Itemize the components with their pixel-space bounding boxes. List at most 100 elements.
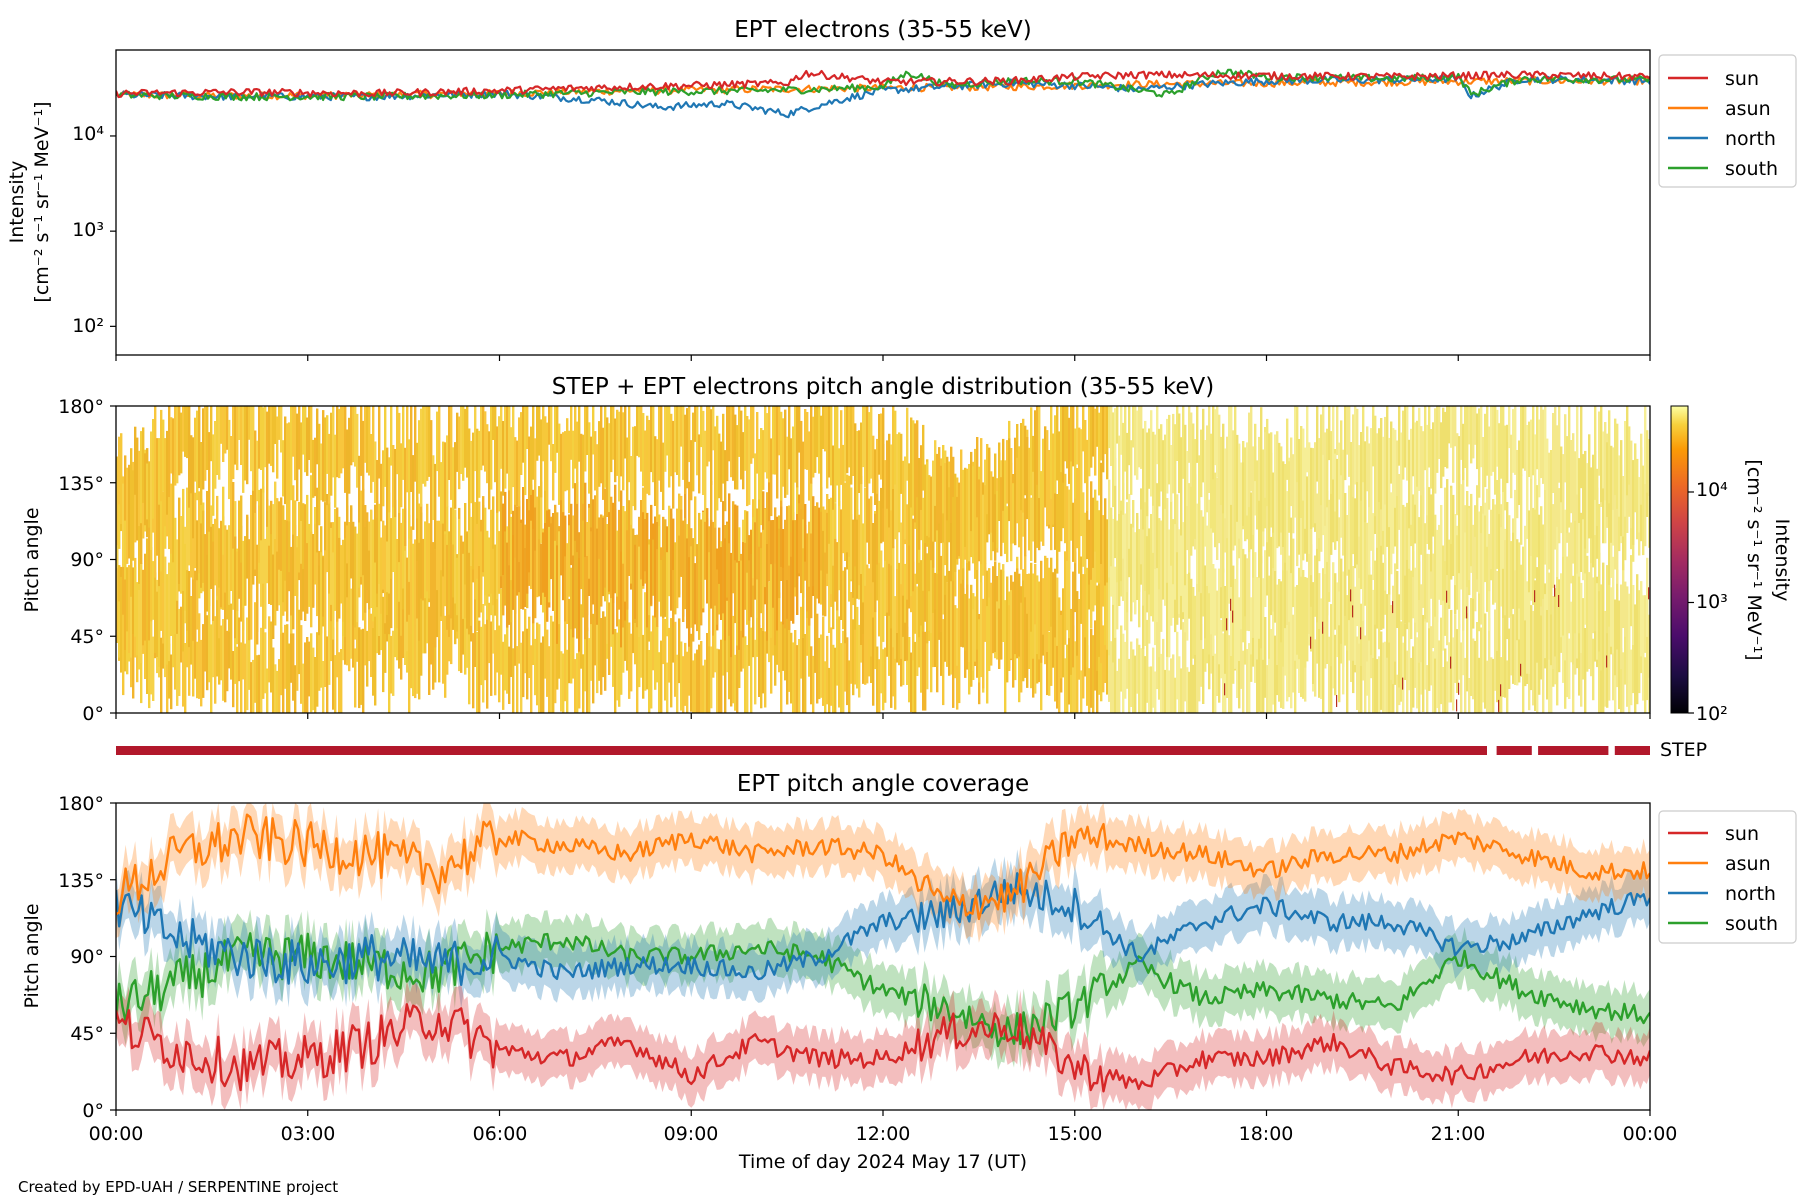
heatmap-cell xyxy=(1644,406,1647,485)
heatmap-cell xyxy=(682,520,685,622)
heatmap-cell xyxy=(1458,436,1461,502)
heatmap-cell xyxy=(1282,636,1285,709)
heatmap-cell xyxy=(284,624,287,689)
heatmap-cell xyxy=(896,434,899,530)
heatmap-cell xyxy=(272,504,275,576)
heatmap-cell xyxy=(528,499,531,573)
heatmap-cell xyxy=(1604,486,1607,544)
heatmap-cell xyxy=(752,517,755,579)
heatmap-cell xyxy=(492,548,495,606)
heatmap-cell xyxy=(438,602,441,683)
step-label: STEP xyxy=(1660,739,1707,761)
heatmap-cell xyxy=(1428,608,1431,691)
heatmap-cell xyxy=(1378,547,1381,650)
heatmap-cell xyxy=(1306,577,1309,662)
heatmap-cell xyxy=(908,637,911,703)
heatmap-cell xyxy=(1020,423,1023,511)
heatmap-cell xyxy=(320,608,323,688)
heatmap-cell xyxy=(212,434,215,516)
heatmap-cell xyxy=(742,542,745,638)
heatmap-cell xyxy=(1570,601,1573,663)
heatmap-cell xyxy=(116,547,119,631)
heatmap-cell xyxy=(804,504,807,562)
heatmap-cell xyxy=(1488,533,1491,592)
heatmap-cell xyxy=(1528,510,1531,593)
heatmap-cell xyxy=(1134,655,1137,713)
heatmap-cell xyxy=(1280,446,1283,533)
heatmap-cell xyxy=(310,531,313,628)
heatmap-cell xyxy=(398,500,401,563)
heatmap-cell xyxy=(500,406,503,469)
heatmap-cell xyxy=(1378,494,1381,559)
coverage-ytick-label: 135° xyxy=(58,870,104,892)
heatmap-cell xyxy=(1362,524,1365,621)
heatmap-cell xyxy=(1172,519,1175,585)
heatmap-cell xyxy=(1116,559,1119,630)
heatmap-cell xyxy=(910,652,913,713)
heatmap-cell xyxy=(814,506,817,605)
heatmap-cell xyxy=(1416,420,1419,487)
heatmap-cell xyxy=(1606,565,1609,634)
series-line-south xyxy=(116,931,1650,1048)
intensity-panel: EPT electrons (35-55 keV) Intensity [cm⁻… xyxy=(6,17,1797,361)
heatmap-cell xyxy=(826,635,829,705)
heatmap-cell xyxy=(1396,440,1399,496)
heatmap-cell xyxy=(772,579,775,656)
heatmap-cell xyxy=(458,416,461,490)
heatmap-cell xyxy=(384,406,387,487)
heatmap-cell xyxy=(414,539,417,626)
heatmap-cell xyxy=(154,477,157,578)
heatmap-cell xyxy=(1030,407,1033,496)
heatmap-cell xyxy=(940,607,943,676)
heatmap-cell xyxy=(804,634,807,713)
heatmap-cell xyxy=(1068,619,1071,705)
heatmap-cell xyxy=(154,572,157,653)
heatmap-cell xyxy=(1246,558,1249,631)
step-segments xyxy=(116,746,1650,755)
heatmap-cell xyxy=(400,543,403,636)
heatmap-cell xyxy=(476,631,479,713)
heatmap-cell xyxy=(754,508,757,600)
heatmap-cell xyxy=(1492,499,1495,583)
heatmap-cell xyxy=(1302,428,1305,501)
heatmap-cell xyxy=(1584,556,1587,625)
heatmap-cell xyxy=(1550,513,1553,615)
heatmap-cell xyxy=(1468,406,1471,445)
heatmap-cell xyxy=(958,613,961,704)
heatmap-cell xyxy=(1442,545,1445,601)
heatmap-cell xyxy=(1320,620,1323,699)
heatmap-cell xyxy=(1144,656,1147,713)
heatmap-cell xyxy=(738,406,741,457)
heatmap-cell xyxy=(1530,419,1533,479)
heatmap-cell xyxy=(580,604,583,669)
heatmap-cell xyxy=(262,603,265,699)
heatmap-cell xyxy=(1552,596,1555,670)
heatmap-cell xyxy=(1644,482,1647,547)
heatmap-cell xyxy=(396,406,399,475)
heatmap-cell xyxy=(250,547,253,640)
heatmap-cell xyxy=(554,609,557,704)
heatmap-cell xyxy=(1592,638,1595,701)
heatmap-cell xyxy=(1070,608,1073,675)
heatmap-cell xyxy=(1560,446,1563,503)
heatmap-cell xyxy=(1384,641,1387,713)
heatmap-cell xyxy=(616,530,619,597)
heatmap-cell xyxy=(428,606,431,695)
heatmap-cell xyxy=(350,588,353,659)
heatmap-cell xyxy=(496,581,499,673)
heatmap-cell xyxy=(608,423,611,513)
heatmap-cell xyxy=(1106,406,1109,480)
heatmap-cell xyxy=(302,663,305,713)
heatmap-cell xyxy=(770,438,773,517)
heatmap-cell xyxy=(1412,551,1415,619)
heatmap-cell xyxy=(1574,491,1577,570)
heatmap-cell xyxy=(1572,634,1575,713)
heatmap-cell xyxy=(1344,590,1347,646)
heatmap-cell xyxy=(936,566,939,667)
heatmap-cell xyxy=(1120,625,1123,692)
heatmap-cell xyxy=(420,587,423,676)
heatmap-cell xyxy=(1468,508,1471,581)
heatmap-cell xyxy=(1180,513,1183,596)
heatmap-cell xyxy=(1112,653,1115,713)
heatmap-cell xyxy=(1026,437,1029,520)
